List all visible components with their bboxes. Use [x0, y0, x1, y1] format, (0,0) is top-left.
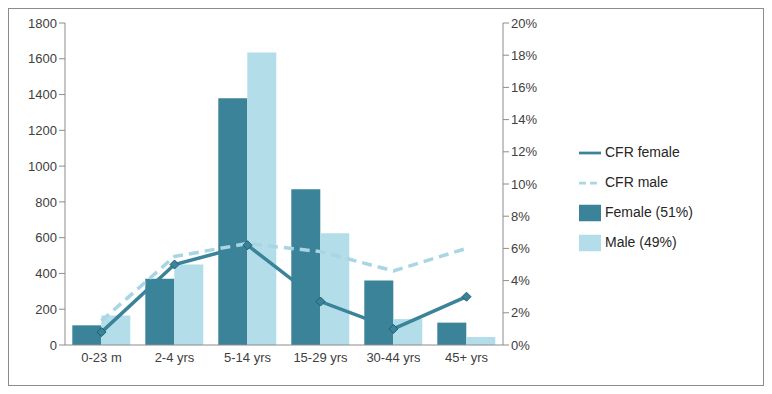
svg-text:400: 400: [35, 266, 57, 281]
svg-text:1200: 1200: [28, 123, 57, 138]
html-text:Male (49%): Male (49%): [605, 234, 677, 250]
svg-text:10%: 10%: [511, 177, 537, 192]
svg-text:30-44 yrs: 30-44 yrs: [366, 350, 421, 365]
svg-text:8%: 8%: [511, 209, 530, 224]
svg-text:200: 200: [35, 302, 57, 317]
svg-text:1600: 1600: [28, 51, 57, 66]
svg-text:1800: 1800: [28, 16, 57, 31]
svg-text:1400: 1400: [28, 87, 57, 102]
svg-text:5-14 yrs: 5-14 yrs: [224, 350, 271, 365]
html-text:CFR male: CFR male: [605, 174, 668, 190]
svg-text:15-29 yrs: 15-29 yrs: [293, 350, 348, 365]
svg-text:0%: 0%: [511, 338, 530, 353]
svg-text:0: 0: [50, 338, 57, 353]
svg-text:45+ yrs: 45+ yrs: [445, 350, 488, 365]
svg-text:0-23 m: 0-23 m: [81, 350, 121, 365]
svg-text:2%: 2%: [511, 305, 530, 320]
svg-text:20%: 20%: [511, 16, 537, 31]
svg-text:18%: 18%: [511, 48, 537, 63]
svg-text:6%: 6%: [511, 241, 530, 256]
svg-text:2-4 yrs: 2-4 yrs: [155, 350, 195, 365]
svg-text:14%: 14%: [511, 112, 537, 127]
svg-text:16%: 16%: [511, 80, 537, 95]
svg-text:800: 800: [35, 195, 57, 210]
svg-text:1000: 1000: [28, 159, 57, 174]
html-text:Female (51%): Female (51%): [605, 204, 693, 220]
svg-text:4%: 4%: [511, 273, 530, 288]
html-text:CFR female: CFR female: [605, 144, 680, 160]
svg-text:12%: 12%: [511, 144, 537, 159]
svg-text:600: 600: [35, 230, 57, 245]
